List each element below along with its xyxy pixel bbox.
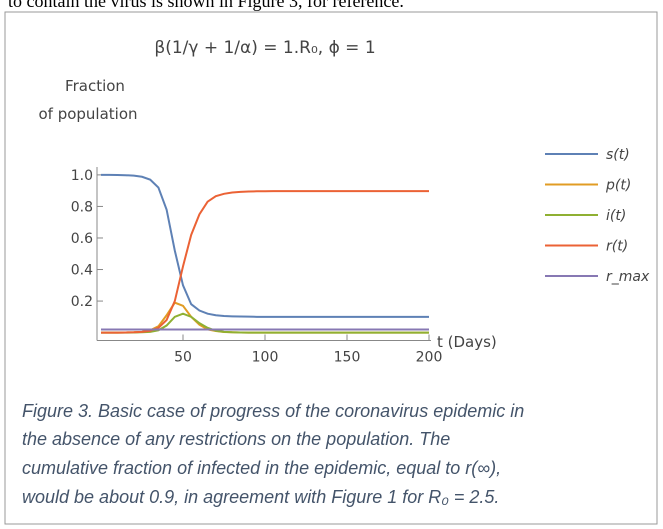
y-axis-label: of population — [38, 105, 137, 123]
caption-line: the absence of any restrictions on the p… — [22, 429, 450, 449]
y-tick-label: 0.2 — [71, 294, 93, 310]
legend-label: p(t) — [605, 178, 631, 194]
legend-label: r_max — [606, 269, 650, 285]
legend-label: s(t) — [606, 147, 630, 163]
y-tick-label: 0.6 — [71, 231, 93, 247]
y-axis-label: Fraction — [65, 77, 125, 95]
caption-line: Figure 3. Basic case of progress of the … — [22, 401, 524, 421]
caption-line: cumulative fraction of infected in the e… — [22, 458, 501, 478]
x-tick-label: 50 — [174, 350, 192, 366]
legend-label: i(t) — [606, 208, 626, 224]
top-text: to contain the virus is shown in Figure … — [8, 0, 404, 11]
x-axis-label: t (Days) — [437, 333, 497, 351]
chart-title: β(1/γ + 1/α) = 1.R₀, ϕ = 1 — [154, 38, 375, 58]
x-tick-label: 100 — [252, 350, 279, 366]
x-tick-label: 150 — [334, 350, 361, 366]
series-line — [101, 190, 429, 334]
x-tick-label: 200 — [416, 350, 443, 366]
y-tick-label: 1.0 — [71, 168, 93, 184]
series-line — [101, 173, 429, 318]
figure-frame — [4, 11, 658, 525]
y-tick-label: 0.4 — [71, 263, 93, 279]
series-line — [101, 312, 429, 334]
legend-label: r(t) — [606, 239, 628, 255]
y-tick-label: 0.8 — [71, 199, 93, 215]
caption-line: would be about 0.9, in agreement with Fi… — [22, 487, 499, 507]
